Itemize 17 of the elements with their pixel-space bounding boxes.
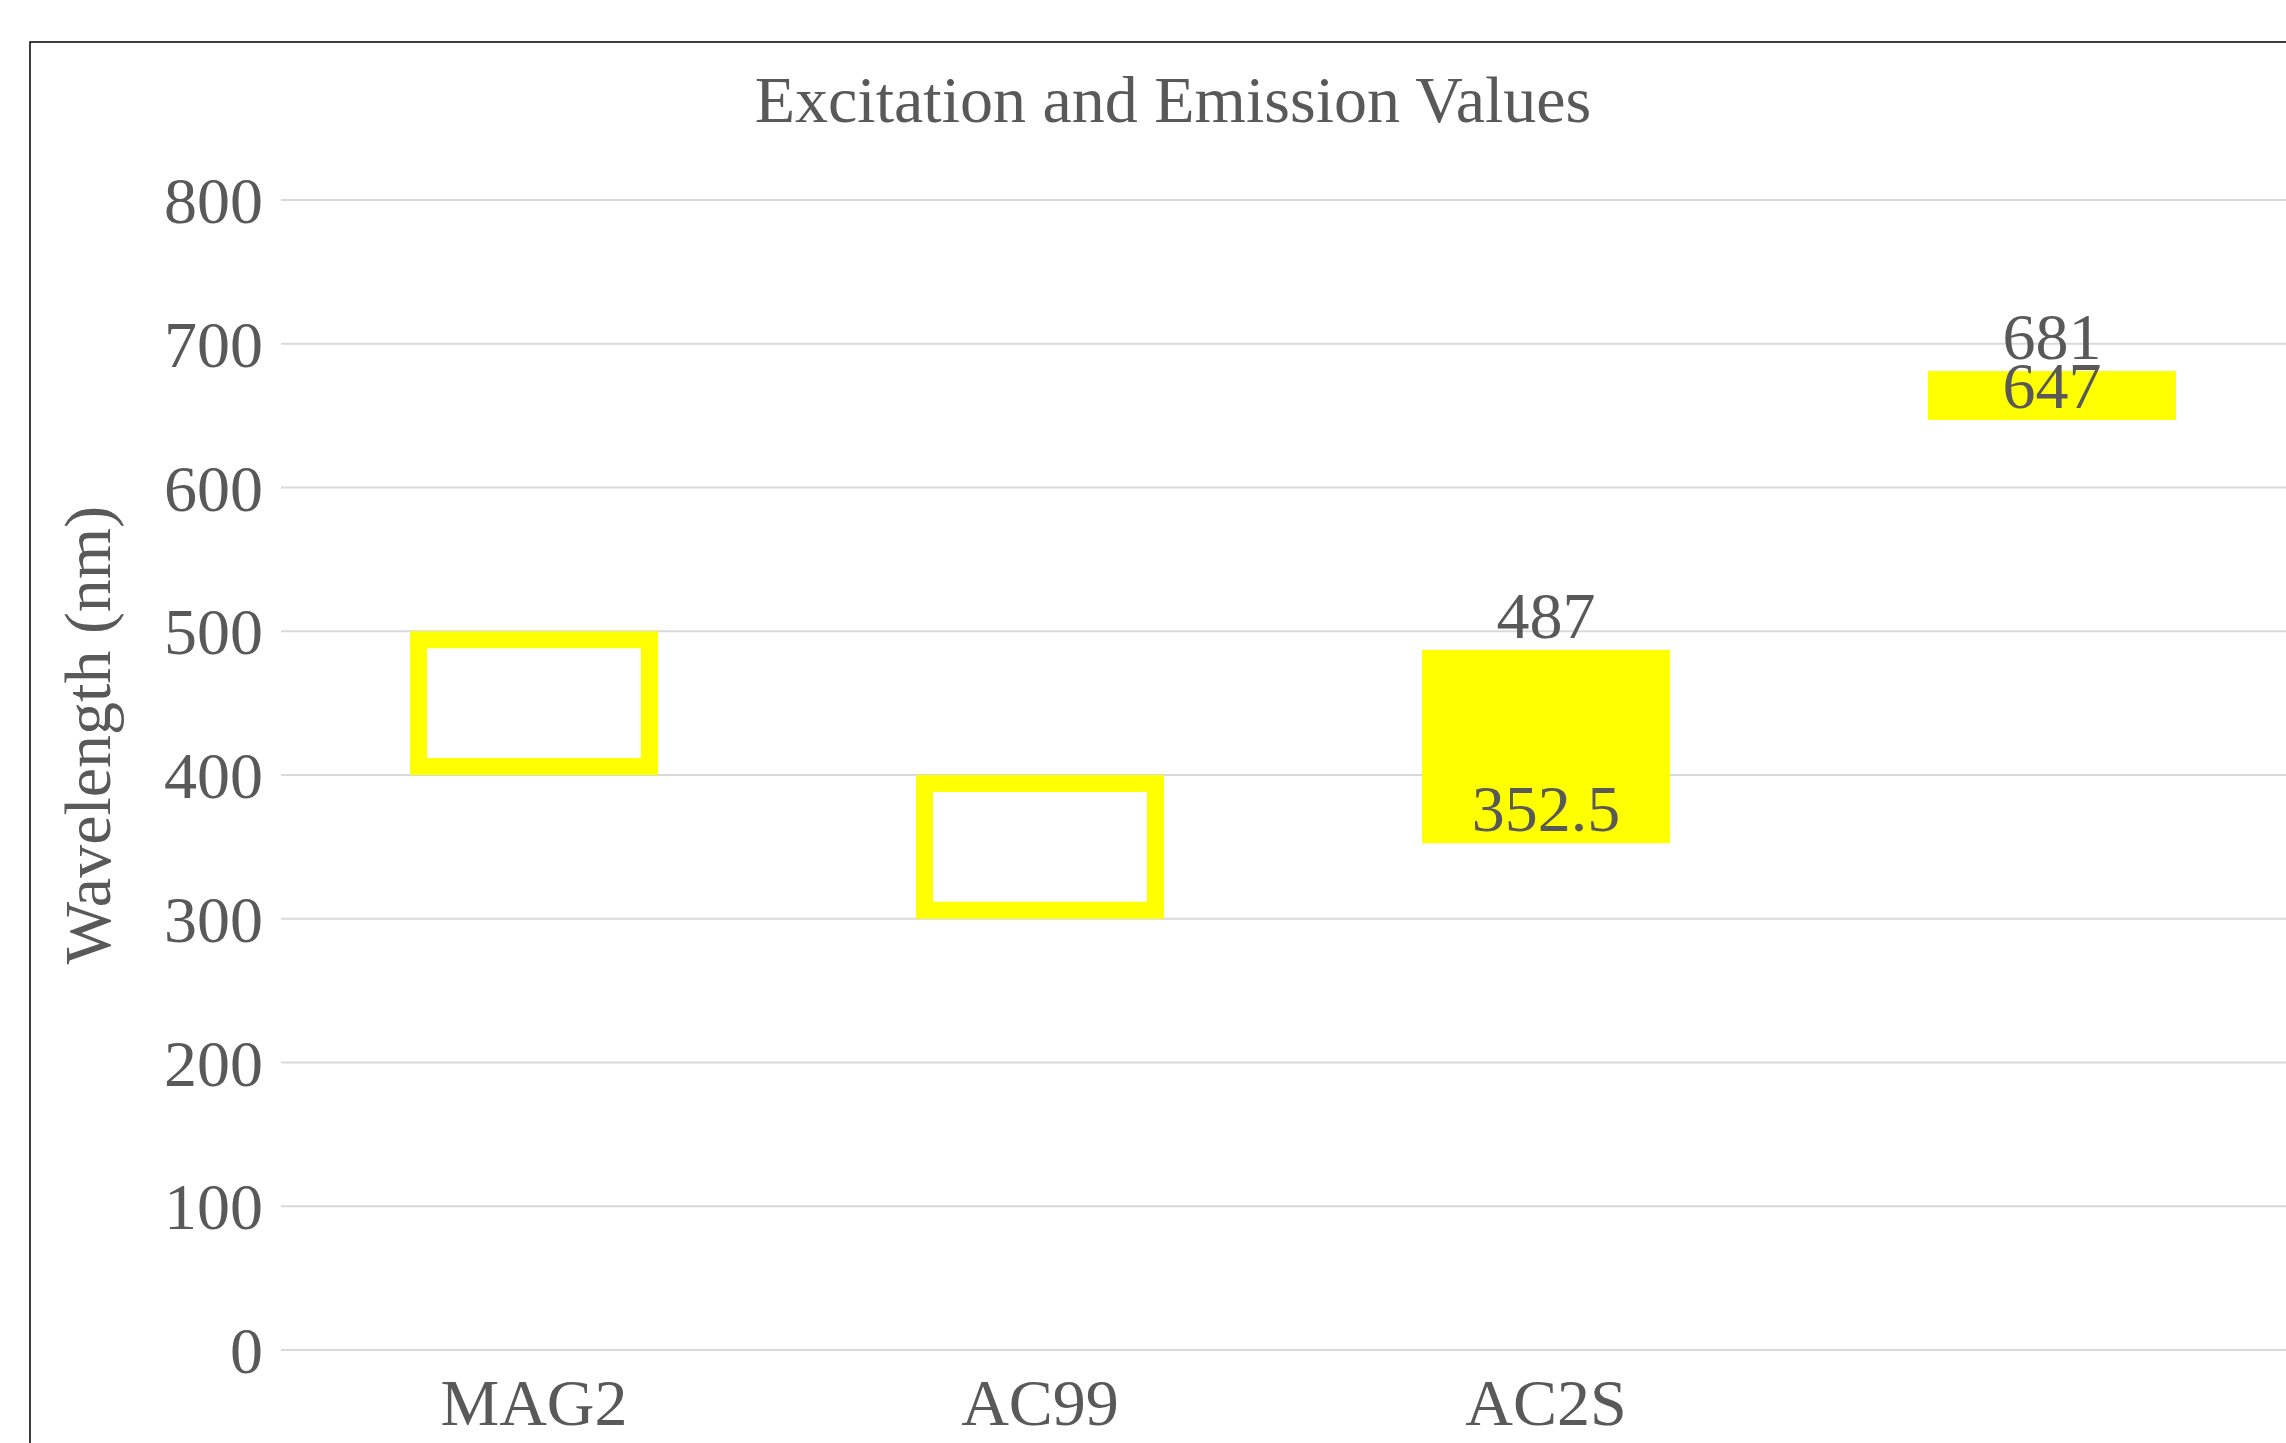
y-tick-label: 0 xyxy=(230,1314,263,1388)
y-tick-label: 200 xyxy=(164,1026,263,1100)
y-tick-label: 600 xyxy=(164,451,263,525)
x-tick-label: MAG2 xyxy=(440,1366,628,1439)
text: 352.5 xyxy=(1471,772,1621,846)
y-tick-label: 800 xyxy=(164,164,263,238)
text: 487 xyxy=(1496,578,1596,652)
chart-title: Excitation and Emission Values xyxy=(754,63,1592,136)
y-tick-label: 500 xyxy=(164,595,263,669)
bar xyxy=(1422,649,1670,844)
y-tick-label: 100 xyxy=(164,1170,263,1244)
x-tick-label: AC2S xyxy=(1465,1366,1627,1439)
x-tick-label: AC99 xyxy=(961,1366,1119,1439)
y-tick-label: 300 xyxy=(164,882,263,956)
y-axis-title: Wavelength (nm) xyxy=(51,505,125,965)
y-tick-label: 400 xyxy=(164,739,263,813)
y-tick-label: 700 xyxy=(164,307,263,381)
